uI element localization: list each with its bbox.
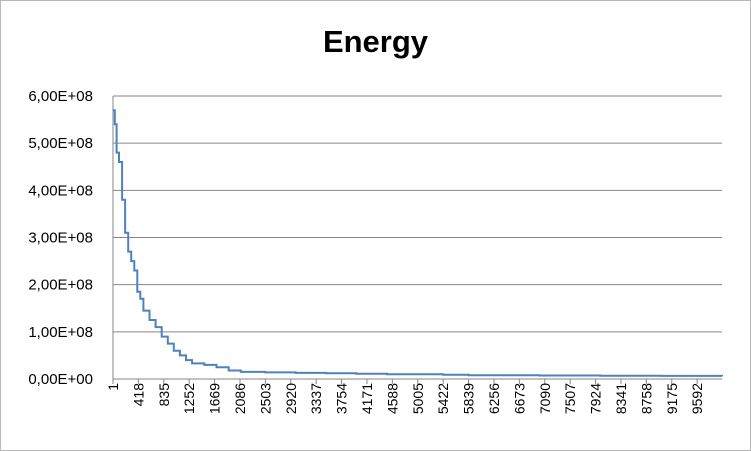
y-tick-label: 4,00E+08 [28, 182, 93, 199]
x-tick-label: 2503 [257, 383, 273, 414]
x-tick-label: 4588 [384, 383, 400, 414]
y-tick-label: 3,00E+08 [28, 230, 93, 247]
chart-title: Energy [322, 24, 429, 59]
series-line [113, 109, 723, 377]
y-tick-label: 1,00E+08 [28, 324, 93, 341]
x-tick-label: 418 [130, 383, 146, 407]
x-tick-label: 4171 [359, 383, 375, 414]
x-tick-label: 9592 [689, 383, 705, 414]
x-tick-label: 5839 [461, 383, 477, 414]
x-tick-label: 5422 [435, 383, 451, 414]
x-tick-label: 7090 [537, 383, 553, 414]
x-tick-label: 3754 [334, 383, 350, 414]
x-tick-label: 7507 [562, 383, 578, 414]
y-tick-label: 6,00E+08 [28, 88, 93, 105]
x-tick-label: 3337 [308, 383, 324, 414]
x-tick-label: 6256 [486, 383, 502, 414]
x-tick-label: 5005 [410, 383, 426, 414]
x-tick-label: 835 [156, 383, 172, 407]
x-tick-label: 9175 [664, 383, 680, 414]
y-tick-label: 5,00E+08 [28, 135, 93, 152]
x-tick-label: 2086 [232, 383, 248, 414]
x-tick-label: 8341 [613, 383, 629, 414]
x-tick-label: 1 [105, 383, 121, 391]
x-tick-label: 1252 [181, 383, 197, 414]
y-tick-label: 0,00E+00 [28, 371, 93, 388]
x-tick-label: 8758 [638, 383, 654, 414]
x-tick-label: 7924 [588, 383, 604, 414]
x-tick-label: 2920 [283, 383, 299, 414]
y-tick-label: 2,00E+08 [28, 277, 93, 294]
x-tick-label: 6673 [511, 383, 527, 414]
x-tick-label: 1669 [207, 383, 223, 414]
